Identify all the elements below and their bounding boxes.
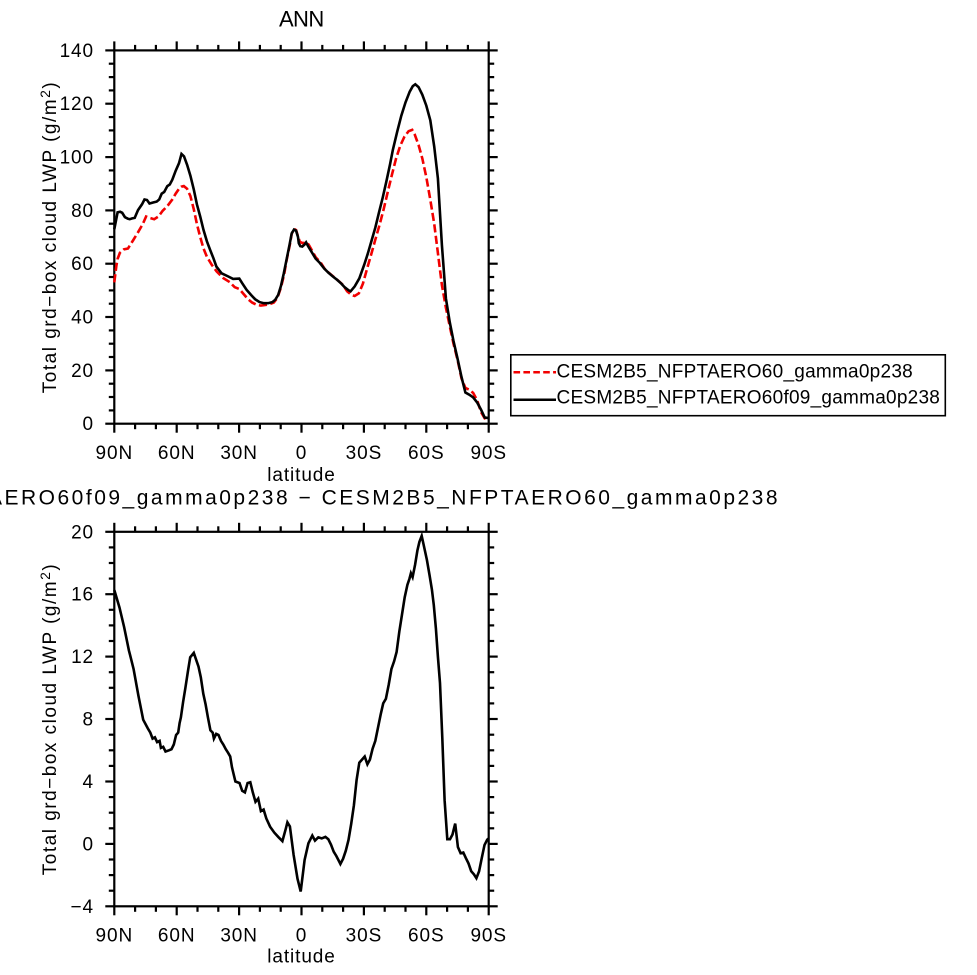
svg-text:latitude: latitude xyxy=(267,947,335,968)
svg-text:60S: 60S xyxy=(408,926,445,947)
svg-text:30S: 30S xyxy=(346,926,383,947)
svg-text:0: 0 xyxy=(83,834,94,855)
svg-text:−4: −4 xyxy=(71,897,94,918)
svg-text:90S: 90S xyxy=(470,443,507,464)
svg-text:20: 20 xyxy=(71,361,94,382)
svg-text:90S: 90S xyxy=(470,926,507,947)
svg-text:60S: 60S xyxy=(408,443,445,464)
svg-text:CESM2B5_NFPTAERO60f09_gamma0p2: CESM2B5_NFPTAERO60f09_gamma0p238 xyxy=(557,388,941,409)
svg-text:latitude: latitude xyxy=(267,465,335,486)
svg-text:0: 0 xyxy=(83,414,94,435)
svg-text:60N: 60N xyxy=(158,926,196,947)
svg-text:0: 0 xyxy=(296,926,307,947)
svg-text:CESM2B5_NFPTAERO60f09_gamma0p2: CESM2B5_NFPTAERO60f09_gamma0p238 − CESM2… xyxy=(0,486,780,509)
svg-text:100: 100 xyxy=(60,148,94,169)
svg-text:8: 8 xyxy=(83,710,94,731)
svg-text:12: 12 xyxy=(71,647,94,668)
svg-text:ANN: ANN xyxy=(279,7,324,32)
svg-text:60N: 60N xyxy=(158,443,196,464)
svg-text:80: 80 xyxy=(71,201,94,222)
svg-text:90N: 90N xyxy=(96,926,134,947)
svg-text:140: 140 xyxy=(60,41,94,62)
svg-text:0: 0 xyxy=(296,443,307,464)
svg-text:120: 120 xyxy=(60,94,94,115)
svg-text:30N: 30N xyxy=(220,926,258,947)
svg-text:90N: 90N xyxy=(96,443,134,464)
svg-text:30N: 30N xyxy=(220,443,258,464)
svg-text:20: 20 xyxy=(71,522,94,543)
svg-text:Total grd−box cloud LWP (g/m2): Total grd−box cloud LWP (g/m2) xyxy=(37,563,61,875)
svg-text:30S: 30S xyxy=(346,443,383,464)
svg-text:4: 4 xyxy=(83,772,94,793)
svg-text:Total grd−box cloud LWP (g/m2): Total grd−box cloud LWP (g/m2) xyxy=(37,81,61,393)
svg-text:CESM2B5_NFPTAERO60_gamma0p238: CESM2B5_NFPTAERO60_gamma0p238 xyxy=(557,362,913,383)
svg-text:60: 60 xyxy=(71,254,94,275)
svg-text:16: 16 xyxy=(71,585,94,606)
svg-text:40: 40 xyxy=(71,308,94,329)
